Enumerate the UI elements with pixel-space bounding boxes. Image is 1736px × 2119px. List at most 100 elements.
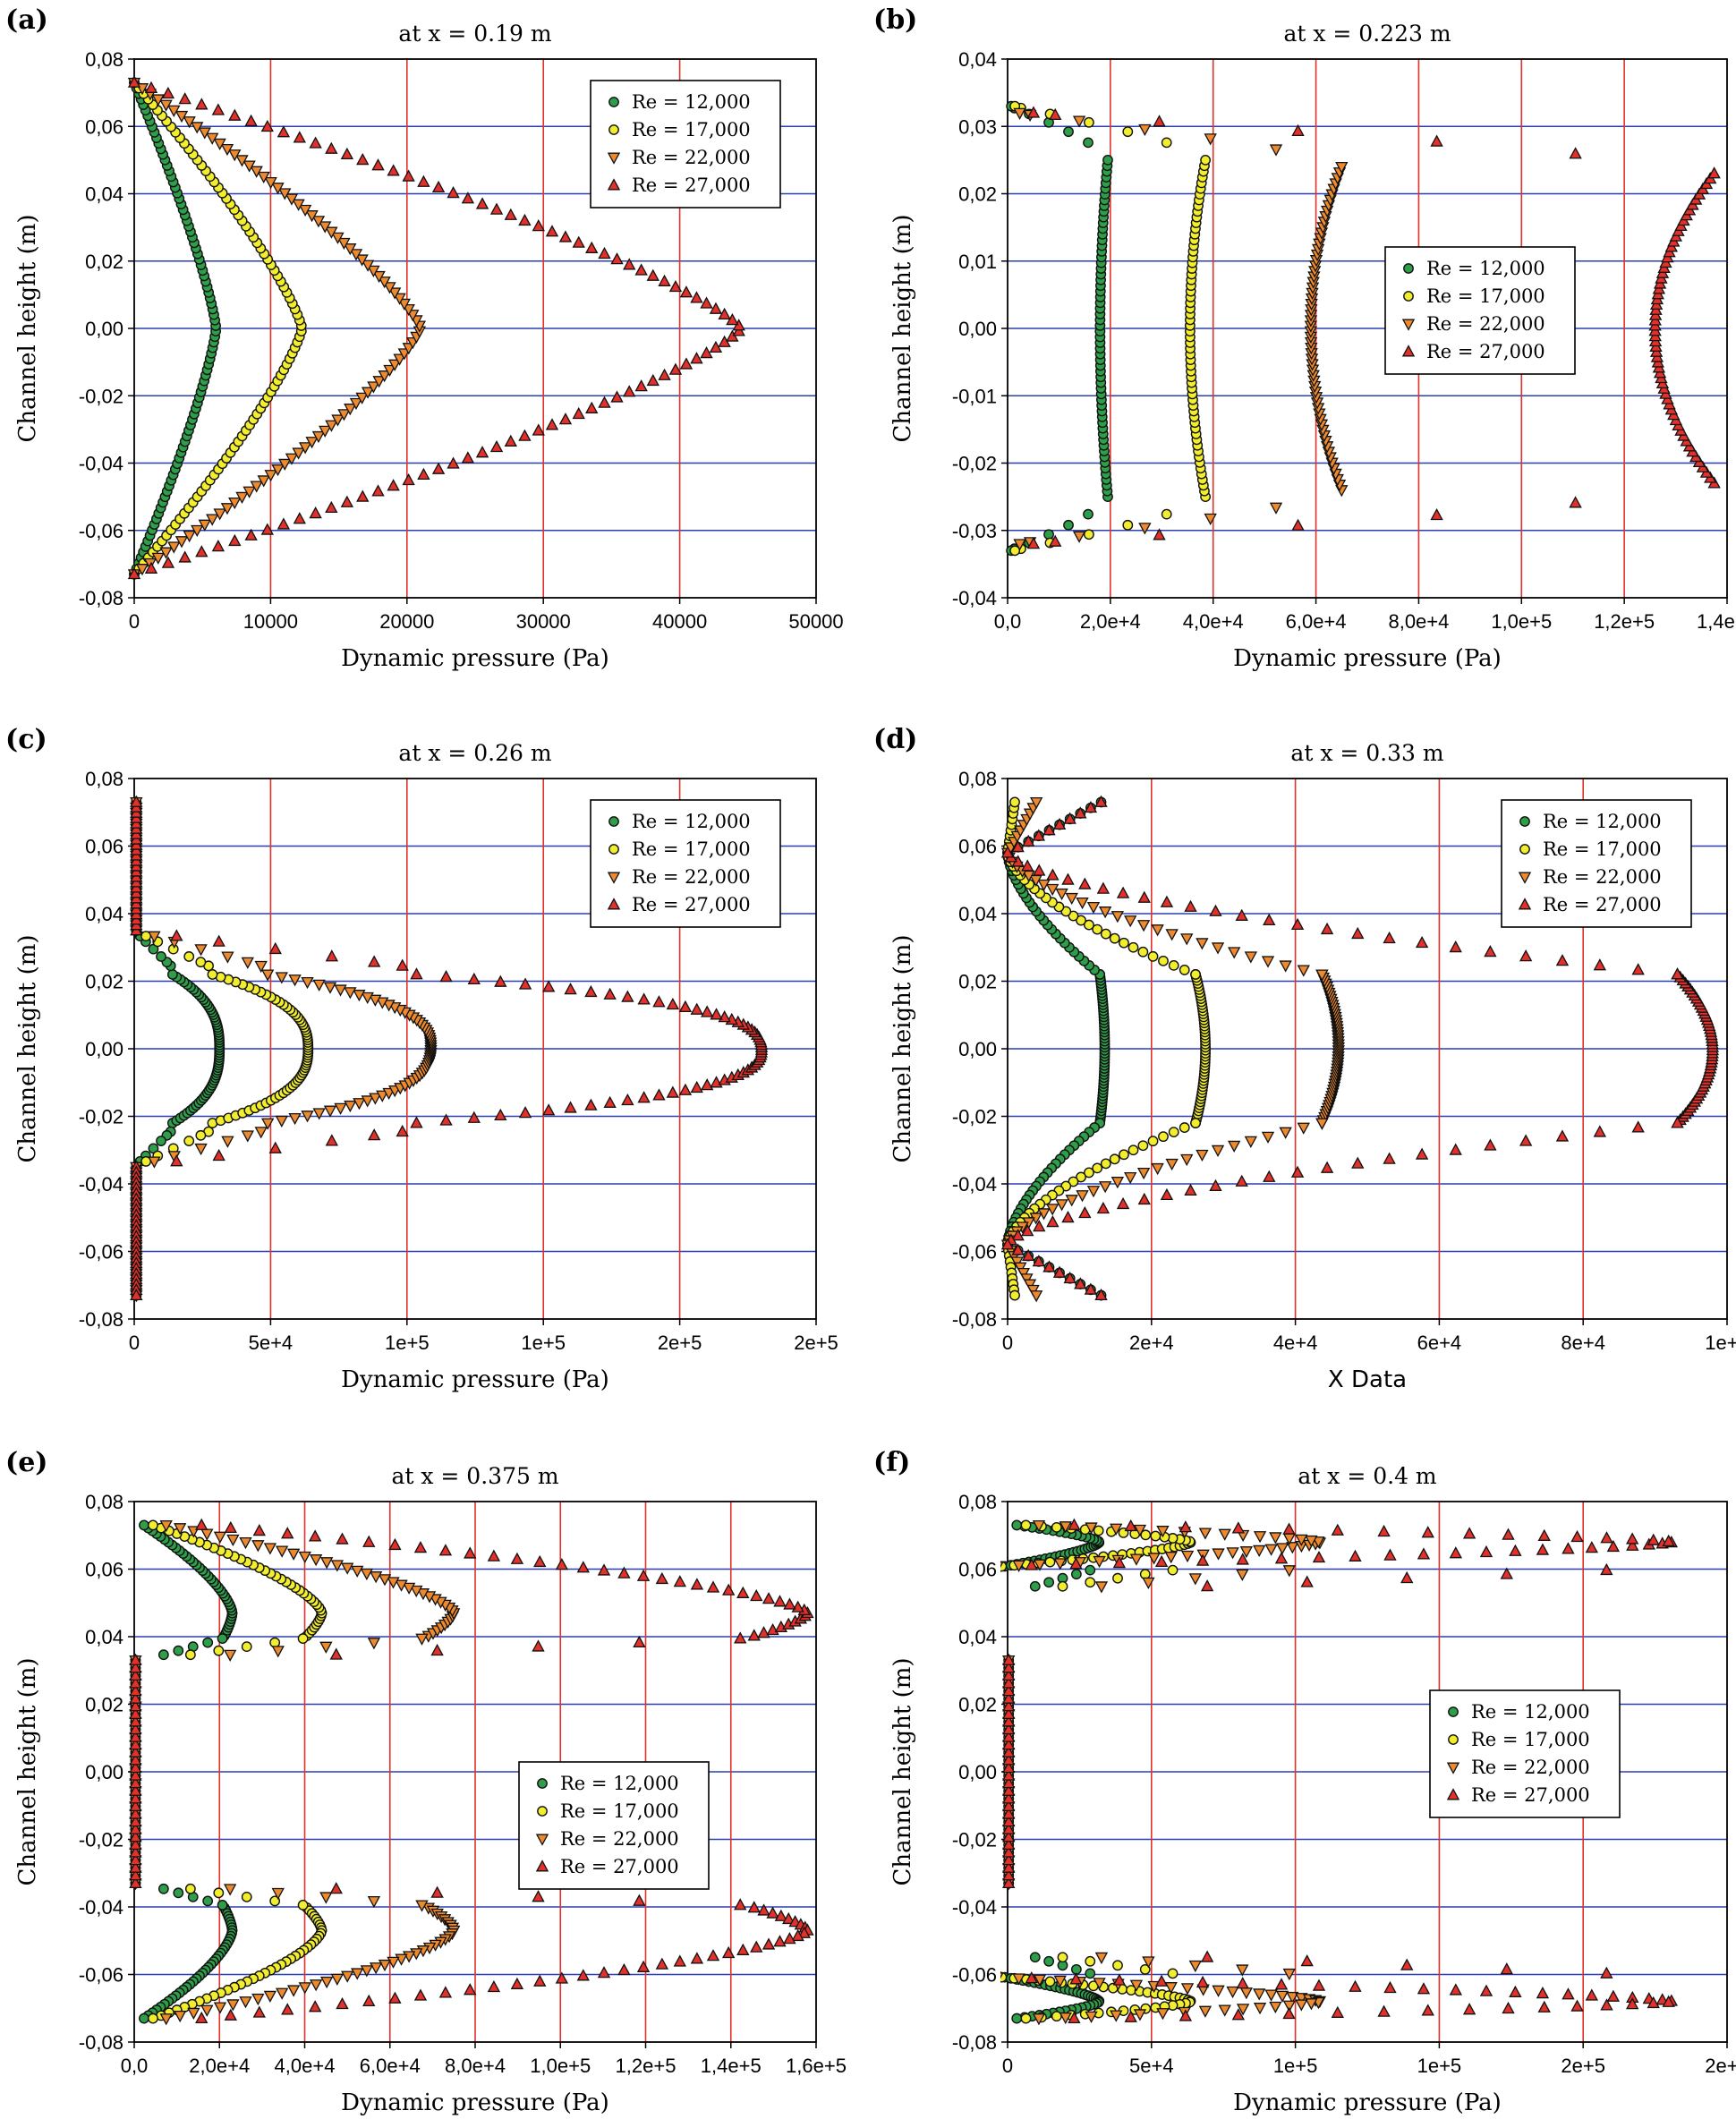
data-point xyxy=(431,180,446,193)
legend-entry: Re = 17,000 xyxy=(1543,838,1662,860)
data-point xyxy=(1043,529,1054,540)
data-point xyxy=(747,1629,761,1641)
data-point xyxy=(690,1578,704,1590)
data-point xyxy=(1180,1550,1195,1563)
data-point xyxy=(129,1715,142,1727)
x-tick-label: 0 xyxy=(1002,1332,1013,1354)
data-point xyxy=(1084,919,1094,931)
data-point xyxy=(413,1988,428,2001)
data-point xyxy=(555,1971,569,1984)
data-point xyxy=(709,302,723,314)
data-point xyxy=(1204,513,1217,526)
data-point xyxy=(305,210,319,223)
data-point xyxy=(159,2013,173,2026)
data-point xyxy=(1083,116,1094,128)
data-point xyxy=(1383,931,1396,944)
x-tick-label: 1,0e+5 xyxy=(530,2055,591,2077)
data-point xyxy=(1142,1956,1155,1969)
data-point xyxy=(275,1987,289,2000)
data-point xyxy=(1020,1273,1034,1286)
data-point xyxy=(129,1876,142,1889)
data-point xyxy=(597,1966,611,1979)
data-point xyxy=(301,1111,314,1123)
data-point xyxy=(221,1136,234,1148)
legend-box xyxy=(1384,246,1576,375)
data-point xyxy=(260,523,274,535)
data-point xyxy=(1002,1853,1016,1866)
data-point xyxy=(297,1633,309,1644)
series-27000 xyxy=(1000,795,1720,1301)
data-point xyxy=(221,951,234,964)
data-point xyxy=(376,997,389,1009)
data-point xyxy=(1312,1536,1325,1549)
data-point xyxy=(1068,2011,1081,2024)
series-22000 xyxy=(129,1519,461,2026)
data-point xyxy=(129,1822,142,1834)
y-tick-label: 0,04 xyxy=(958,1626,997,1648)
legend-entry: Re = 22,000 xyxy=(1426,313,1545,335)
data-point xyxy=(1212,1985,1225,1997)
y-tick-label: -0,02 xyxy=(952,1829,997,1851)
data-point xyxy=(576,1969,590,1981)
data-point xyxy=(1151,924,1164,937)
data-point xyxy=(1002,1830,1016,1842)
data-point xyxy=(213,1531,227,1544)
data-point xyxy=(1421,1526,1434,1538)
data-point xyxy=(1626,1538,1639,1551)
data-point xyxy=(447,186,460,199)
data-point xyxy=(129,1661,142,1673)
data-point xyxy=(1012,1973,1025,1986)
data-point xyxy=(1112,1556,1127,1569)
data-point xyxy=(658,368,671,380)
data-point xyxy=(226,1534,240,1547)
data-point xyxy=(402,1582,416,1595)
data-point xyxy=(275,1545,289,1558)
data-point xyxy=(344,987,357,1000)
series-27000 xyxy=(127,75,745,580)
x-tick-label: 1,4e+5 xyxy=(701,2055,762,2077)
data-point xyxy=(129,1845,142,1858)
data-point xyxy=(1335,161,1349,174)
data-point xyxy=(1179,965,1190,975)
data-point xyxy=(323,982,337,994)
data-point xyxy=(1110,1523,1123,1536)
data-point xyxy=(1011,1519,1023,1531)
data-point xyxy=(1057,1580,1068,1592)
data-point xyxy=(129,1853,142,1866)
data-point xyxy=(633,1635,646,1648)
legend-entry: Re = 17,000 xyxy=(1471,1729,1590,1750)
data-point xyxy=(1000,1238,1015,1250)
data-point xyxy=(228,533,242,547)
data-point xyxy=(1063,812,1076,824)
data-point xyxy=(173,1645,184,1656)
data-point xyxy=(1168,1127,1179,1138)
legend-marker xyxy=(1403,291,1414,302)
data-point xyxy=(1076,897,1089,910)
data-point xyxy=(173,2010,187,2023)
data-point xyxy=(678,1000,693,1012)
data-point xyxy=(1147,1136,1159,1147)
data-point xyxy=(1020,1519,1032,1531)
legend-marker xyxy=(607,152,621,165)
legend-marker xyxy=(1401,319,1416,331)
data-point xyxy=(1002,1699,1016,1712)
data-point xyxy=(1349,1549,1362,1562)
data-point xyxy=(1002,1807,1016,1819)
data-point xyxy=(1160,1187,1174,1201)
legend-marker xyxy=(1446,1762,1460,1774)
y-tick-label: -0,08 xyxy=(79,1308,123,1331)
data-point xyxy=(161,86,175,99)
data-point xyxy=(1100,928,1111,940)
data-point xyxy=(1209,1179,1222,1191)
data-point xyxy=(360,1568,374,1581)
data-point xyxy=(417,467,430,481)
data-point xyxy=(1264,1544,1278,1556)
data-point xyxy=(356,489,370,502)
data-point xyxy=(1570,1999,1584,2012)
data-point xyxy=(1033,1559,1047,1571)
data-point xyxy=(750,1940,763,1953)
data-point xyxy=(1184,1183,1197,1196)
data-point xyxy=(1029,1290,1043,1303)
data-point xyxy=(263,1990,277,2003)
data-point xyxy=(1093,1555,1106,1569)
